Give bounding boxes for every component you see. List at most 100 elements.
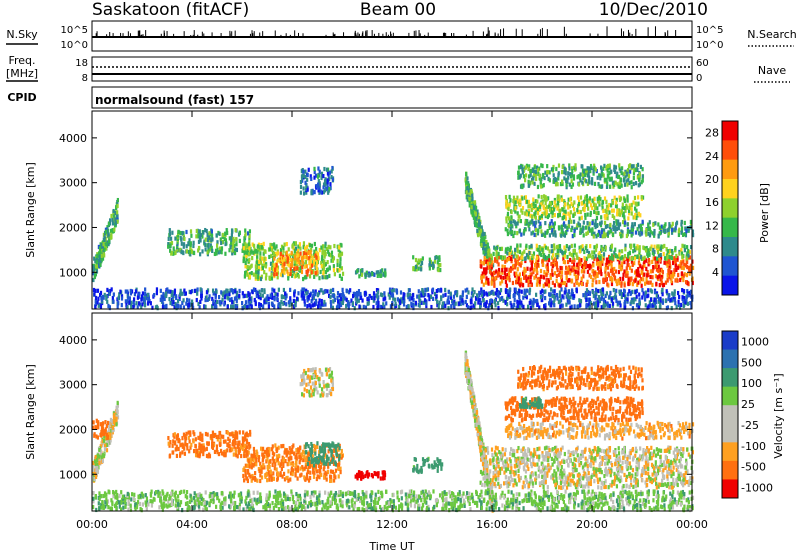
heatmap-cell <box>269 267 271 271</box>
heatmap-cell <box>569 271 571 275</box>
heatmap-cell <box>135 301 137 305</box>
heatmap-cell <box>623 269 625 273</box>
heatmap-cell <box>586 303 588 307</box>
heatmap-cell <box>308 168 310 172</box>
heatmap-cell <box>540 275 542 279</box>
heatmap-cell <box>472 213 474 217</box>
heatmap-cell <box>600 263 602 267</box>
heatmap-cell <box>537 168 539 172</box>
heatmap-cell <box>544 296 546 300</box>
heatmap-cell <box>481 243 483 247</box>
heatmap-cell <box>528 184 530 188</box>
heatmap-cell <box>583 266 585 270</box>
heatmap-cell <box>580 228 582 232</box>
heatmap-cell <box>678 229 680 233</box>
heatmap-cell <box>597 211 599 215</box>
heatmap-cell <box>171 293 173 297</box>
heatmap-cell <box>638 212 640 216</box>
heatmap-cell <box>93 434 95 438</box>
heatmap-cell <box>604 221 606 225</box>
heatmap-cell <box>200 287 202 291</box>
heatmap-cell <box>385 301 387 305</box>
heatmap-cell <box>321 264 323 268</box>
heatmap-cell <box>519 199 521 203</box>
heatmap-cell <box>641 295 643 299</box>
heatmap-cell <box>259 256 261 260</box>
heatmap-cell <box>510 215 512 219</box>
heatmap-cell <box>132 305 134 309</box>
heatmap-cell <box>552 281 554 285</box>
freq-left-tick-top: 18 <box>75 58 88 69</box>
heatmap-cell <box>546 262 548 266</box>
heatmap-cell <box>689 301 691 305</box>
heatmap-cell <box>641 195 643 199</box>
heatmap-cell <box>280 252 282 256</box>
heatmap-cell <box>515 200 517 204</box>
heatmap-cell <box>472 293 474 297</box>
heatmap-cell <box>255 300 257 304</box>
heatmap-cell <box>614 276 616 280</box>
heatmap-cell <box>505 200 507 204</box>
heatmap-cell <box>102 459 104 463</box>
heatmap-cell <box>572 268 574 272</box>
heatmap-cell <box>436 300 438 304</box>
heatmap-cell <box>535 293 537 297</box>
heatmap-cell <box>647 288 649 292</box>
heatmap-cell <box>283 257 285 261</box>
heatmap-cell <box>290 267 292 271</box>
heatmap-cell <box>528 227 530 231</box>
heatmap-cell <box>509 278 511 282</box>
heatmap-cell <box>649 220 651 224</box>
heatmap-cell <box>687 253 689 257</box>
heatmap-cell <box>211 237 213 241</box>
heatmap-cell <box>641 227 643 231</box>
heatmap-cell <box>684 221 686 225</box>
heatmap-cell <box>564 281 566 285</box>
heatmap-cell <box>286 270 288 274</box>
heatmap-cell <box>288 247 290 251</box>
heatmap-cell <box>559 294 561 298</box>
heatmap-cell <box>206 250 208 254</box>
heatmap-cell <box>548 301 550 305</box>
heatmap-cell <box>168 297 170 301</box>
heatmap-cell <box>274 246 276 250</box>
heatmap-cell <box>561 229 563 233</box>
heatmap-cell <box>564 255 566 259</box>
heatmap-cell <box>373 296 375 300</box>
heatmap-cell <box>130 289 132 293</box>
heatmap-cell <box>333 244 335 248</box>
heatmap-cell <box>112 221 114 225</box>
heatmap-cell <box>509 198 511 202</box>
heatmap-cell <box>268 297 270 301</box>
heatmap-cell <box>310 177 312 181</box>
heatmap-cell <box>630 278 632 282</box>
heatmap-cell <box>169 243 171 247</box>
heatmap-cell <box>615 289 617 293</box>
heatmap-cell <box>515 272 517 276</box>
heatmap-cell <box>288 263 290 267</box>
heatmap-cell <box>544 221 546 225</box>
heatmap-cell <box>336 296 338 300</box>
heatmap-cell <box>573 233 575 237</box>
heatmap-cell <box>165 304 167 308</box>
heatmap-cell <box>666 264 668 268</box>
heatmap-cell <box>545 246 547 250</box>
heatmap-cell <box>112 300 114 304</box>
heatmap-cell <box>554 230 556 234</box>
heatmap-cell <box>398 305 400 309</box>
heatmap-cell <box>250 265 252 269</box>
heatmap-cell <box>570 174 572 178</box>
heatmap-cell <box>586 221 588 225</box>
power-colorbar-segment <box>722 121 738 141</box>
heatmap-cell <box>663 261 665 265</box>
heatmap-cell <box>306 245 308 249</box>
heatmap-cell <box>615 299 617 303</box>
heatmap-cell <box>208 294 210 298</box>
heatmap-cell <box>356 269 358 273</box>
heatmap-cell <box>642 257 644 261</box>
heatmap-cell <box>557 201 559 205</box>
heatmap-cell <box>518 215 520 219</box>
heatmap-cell <box>507 247 509 251</box>
heatmap-cell <box>508 216 510 220</box>
